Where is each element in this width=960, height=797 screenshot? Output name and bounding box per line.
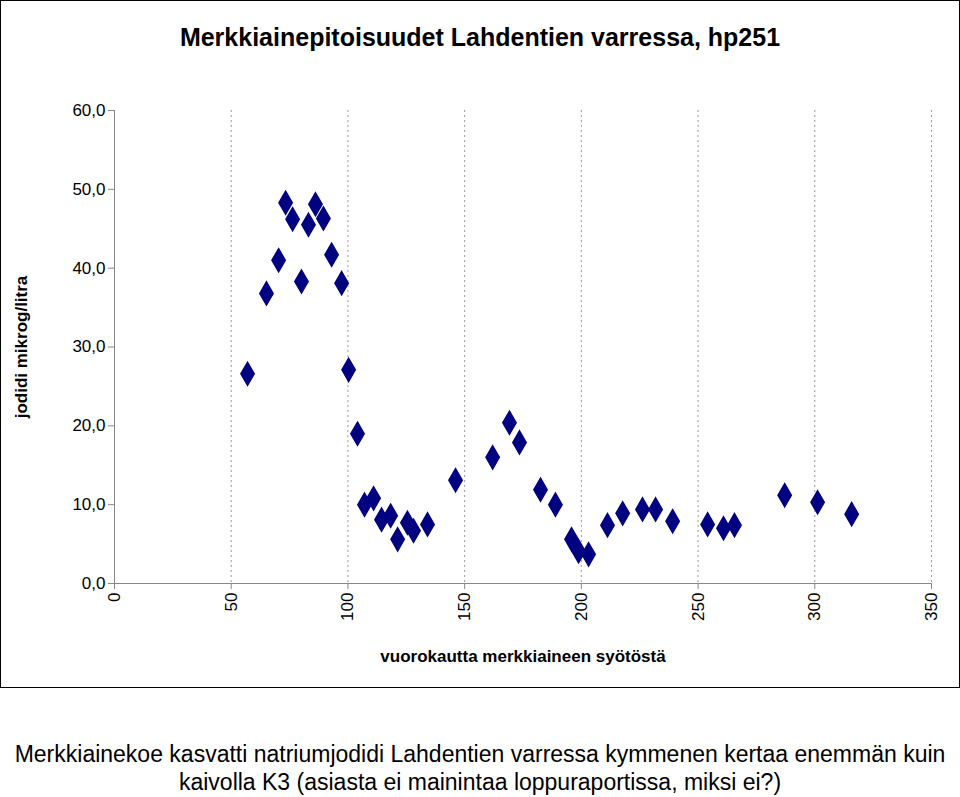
- svg-text:20,0: 20,0: [72, 416, 105, 435]
- svg-text:50,0: 50,0: [72, 180, 105, 199]
- svg-text:250: 250: [689, 593, 708, 621]
- svg-text:50: 50: [222, 593, 241, 612]
- svg-text:30,0: 30,0: [72, 337, 105, 356]
- svg-text:0: 0: [105, 593, 124, 602]
- svg-text:350: 350: [922, 593, 941, 621]
- svg-text:vuorokautta merkkiaineen syötö: vuorokautta merkkiaineen syötöstä: [380, 647, 666, 666]
- html-text:Merkkiainekoe kasvatti natrium: Merkkiainekoe kasvatti natriumjodidi Lah…: [14, 741, 946, 795]
- svg-text:200: 200: [572, 593, 591, 621]
- svg-text:jodidi mikrog/litra: jodidi mikrog/litra: [12, 275, 31, 419]
- svg-text:10,0: 10,0: [72, 495, 105, 514]
- svg-text:60,0: 60,0: [72, 101, 105, 120]
- svg-text:150: 150: [455, 593, 474, 621]
- html-text:Merkkiainepitoisuudet Lahdenti: Merkkiainepitoisuudet Lahdentien varress…: [179, 23, 781, 51]
- svg-text:100: 100: [338, 593, 357, 621]
- svg-text:0,0: 0,0: [82, 574, 106, 593]
- svg-text:40,0: 40,0: [72, 259, 105, 278]
- svg-text:300: 300: [805, 593, 824, 621]
